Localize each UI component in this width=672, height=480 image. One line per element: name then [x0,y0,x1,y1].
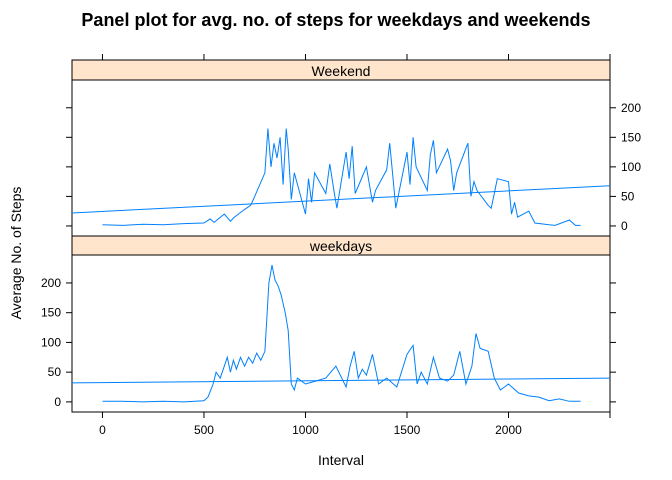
x-tick-label: 1500 [394,423,421,437]
y-tick-label: 200 [41,276,61,290]
x-tick-label: 0 [99,423,106,437]
panels-group: Weekend weekdays [71,59,611,413]
x-tick-label: 2000 [495,423,522,437]
trend-line-weekend [72,185,610,214]
strip-label: Weekend [312,63,371,79]
y-tick-label: 50 [48,365,62,379]
chart-title: Panel plot for avg. no. of steps for wee… [81,10,590,30]
y-tick-label: 50 [621,189,635,203]
y-tick-label: 0 [54,395,61,409]
y-tick-label: 150 [621,130,641,144]
series-line-weekend [102,128,581,226]
trend-line-weekdays [72,377,610,384]
y-tick-label: 0 [621,219,628,233]
panel-weekdays: weekdays [71,235,611,413]
y-axis-label: Average No. of Steps [8,187,24,320]
y-axis: 0 50 100 150 200 0 50 100 150 200 [41,101,641,409]
x-axis-label: Interval [318,452,364,468]
strip-label: weekdays [309,238,372,254]
x-axis: 0 500 1000 1500 2000 [99,54,611,437]
y-tick-label: 200 [621,101,641,115]
x-tick-label: 1000 [292,423,319,437]
y-tick-label: 100 [41,335,61,349]
panel-plot-area [71,254,611,413]
panel-weekend: Weekend [71,59,611,237]
series-line-weekdays [102,265,581,403]
x-tick-label: 500 [194,423,214,437]
y-tick-label: 150 [41,306,61,320]
y-tick-label: 100 [621,160,641,174]
